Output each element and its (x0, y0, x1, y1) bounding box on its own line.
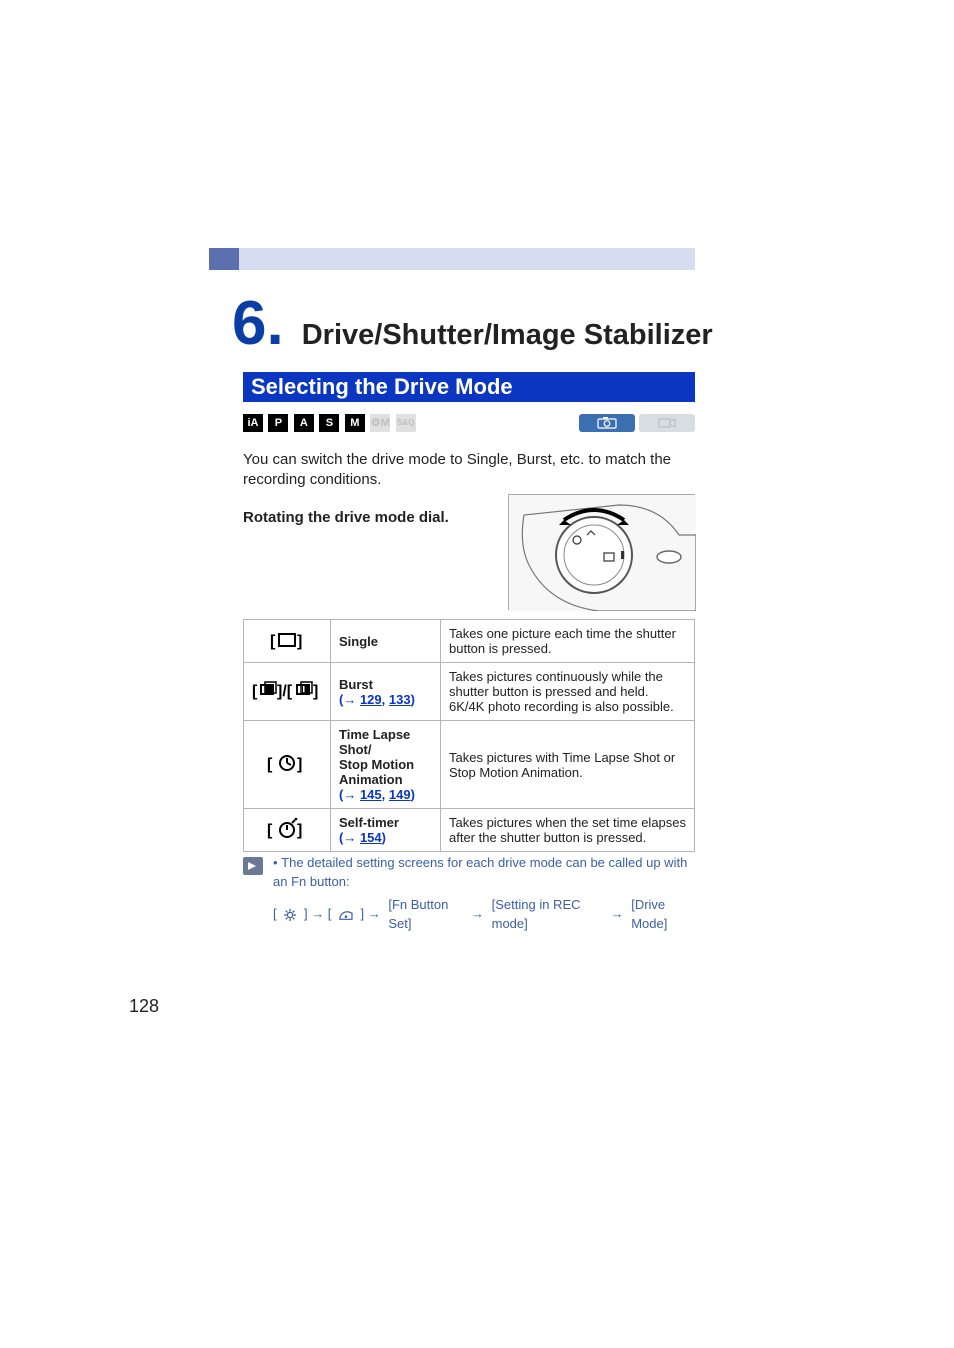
burst-link-133[interactable]: 133 (389, 692, 411, 707)
note-block: • The detailed setting screens for each … (243, 854, 695, 933)
burst-name-cell: Burst (→ 129, 133) (331, 663, 441, 721)
table-row: [ ]/[ ] Burst (→ 129, 133) (244, 663, 695, 721)
selftimer-name-cell: Self-timer (→ 154) (331, 809, 441, 852)
note-bullet: • (273, 855, 281, 870)
drive-mode-table: [ ] Single Takes one picture each time t… (243, 619, 695, 852)
burst-desc: Takes pictures continuously while the sh… (441, 663, 695, 721)
mode-badge-S-label: S (319, 414, 339, 432)
timelapse-name-line2: Stop Motion Animation (339, 757, 414, 787)
crumb-arrow-4: → (607, 905, 627, 924)
rec-icon (339, 909, 353, 921)
subheading: Rotating the drive mode dial. (243, 509, 449, 526)
crumb-fn-button-set: [Fn Button Set] (388, 896, 463, 934)
mode-badge-row: iA P A S M ⚙M S&Q (243, 414, 695, 434)
note-arrow-icon (243, 857, 263, 875)
timelapse-name-line1: Time Lapse Shot/ (339, 727, 410, 757)
section-title: Selecting the Drive Mode (243, 372, 695, 402)
svg-text:]: ] (297, 633, 302, 650)
capture-type-badges (579, 414, 695, 432)
table-row: [ ] Self-timer (→ 154) Takes pictures wh… (244, 809, 695, 852)
timelapse-link-sep: , (382, 787, 389, 802)
svg-text:]: ] (297, 756, 302, 773)
single-icon-cell: [ ] (244, 620, 331, 663)
selftimer-name: Self-timer (339, 815, 399, 830)
drive-mode-dial-illustration (508, 494, 695, 610)
selftimer-icon: [ ] (267, 817, 307, 841)
section-title-text: Selecting the Drive Mode (251, 374, 513, 400)
burst-name: Burst (339, 677, 373, 692)
section-description: You can switch the drive mode to Single,… (243, 450, 695, 491)
crumb-open-bracket: [ (273, 905, 280, 924)
header-band (209, 248, 695, 270)
crumb-setting-rec: [Setting in REC mode] (492, 896, 603, 934)
single-icon: [ ] (270, 630, 304, 650)
burst-link-suffix: ) (411, 692, 415, 707)
mode-badge-movieM-label: ⚙M (370, 414, 390, 432)
chapter-title: Drive/Shutter/Image Stabilizer (302, 319, 713, 352)
mode-badge-SQ-label: S&Q (396, 414, 416, 432)
burst-link-129[interactable]: 129 (360, 692, 382, 707)
mode-badge-iA-label: iA (243, 414, 263, 432)
burst-link-prefix: (→ (339, 692, 360, 707)
mode-badge-M-label: M (345, 414, 365, 432)
note-breadcrumb: [ ] → [ ] → [Fn Button Set] (273, 896, 695, 934)
selftimer-icon-cell: [ ] (244, 809, 331, 852)
timelapse-icon: [ ] (267, 751, 307, 775)
mode-badge-A: A (294, 414, 314, 432)
svg-text:[: [ (270, 633, 276, 650)
mode-badge-movieM: ⚙M (370, 414, 390, 432)
svg-text:[: [ (267, 822, 273, 839)
svg-text:]: ] (297, 822, 302, 839)
svg-text:]: ] (313, 683, 318, 700)
header-band-accent (209, 248, 239, 270)
mode-badge-M: M (345, 414, 365, 432)
burst-link-sep: , (382, 692, 389, 707)
selftimer-desc: Takes pictures when the set time elapses… (441, 809, 695, 852)
single-name: Single (331, 620, 441, 663)
mode-badge-P: P (268, 414, 288, 432)
svg-text:]/[: ]/[ (277, 683, 293, 700)
selftimer-link-154[interactable]: 154 (360, 830, 382, 845)
mode-badge-S: S (319, 414, 339, 432)
mode-badge-SQ: S&Q (396, 414, 416, 432)
timelapse-link-149[interactable]: 149 (389, 787, 411, 802)
chapter-heading: 6. Drive/Shutter/Image Stabilizer (232, 288, 713, 359)
mode-badge-iA: iA (243, 414, 263, 432)
video-mode-badge (639, 414, 695, 432)
selftimer-link-prefix: (→ (339, 830, 360, 845)
gear-icon (284, 908, 296, 922)
chapter-number: 6. (232, 288, 284, 359)
single-desc: Takes one picture each time the shutter … (441, 620, 695, 663)
mode-badge-P-label: P (268, 414, 288, 432)
camera-icon (597, 417, 617, 429)
videocam-icon (657, 417, 677, 429)
crumb-close-bracket-2: ] → (357, 905, 384, 924)
table-row: [ ] Time Lapse Shot/ Stop Motion Animati… (244, 721, 695, 809)
mode-badge-A-label: A (294, 414, 314, 432)
crumb-close-bracket-1: ] → [ (300, 905, 335, 924)
note-text: • The detailed setting screens for each … (273, 854, 695, 933)
svg-text:[: [ (267, 756, 273, 773)
burst-icon: [ ]/[ ] (252, 679, 322, 701)
crumb-drive-mode: [Drive Mode] (631, 896, 695, 934)
svg-text:[: [ (252, 683, 258, 700)
crumb-arrow-3: → (467, 905, 487, 924)
photo-mode-badge (579, 414, 635, 432)
burst-icon-cell: [ ]/[ ] (244, 663, 331, 721)
table-row: [ ] Single Takes one picture each time t… (244, 620, 695, 663)
selftimer-link-suffix: ) (382, 830, 386, 845)
page-number: 128 (129, 996, 159, 1017)
timelapse-desc: Takes pictures with Time Lapse Shot or S… (441, 721, 695, 809)
timelapse-name-cell: Time Lapse Shot/ Stop Motion Animation (… (331, 721, 441, 809)
timelapse-link-suffix: ) (411, 787, 415, 802)
timelapse-icon-cell: [ ] (244, 721, 331, 809)
note-line1: The detailed setting screens for each dr… (273, 855, 687, 889)
timelapse-link-145[interactable]: 145 (360, 787, 382, 802)
timelapse-link-prefix: (→ (339, 787, 360, 802)
